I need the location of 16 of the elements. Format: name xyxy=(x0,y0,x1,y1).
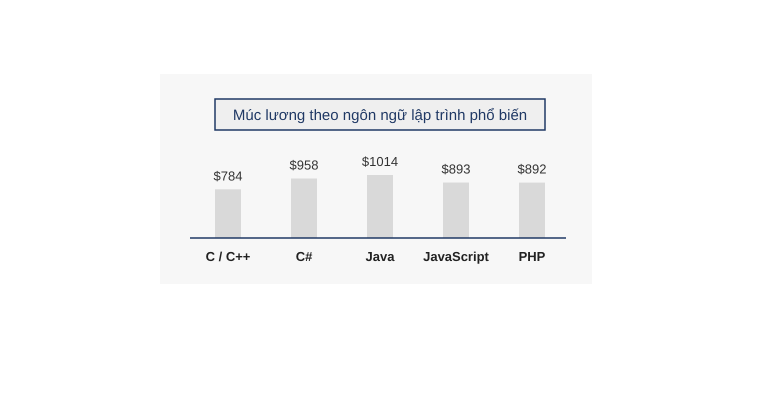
chart-title: Múc lương theo ngôn ngữ lập trình phổ biến xyxy=(232,107,528,124)
x-tick-label: C# xyxy=(296,249,314,264)
bar xyxy=(443,182,469,238)
bar xyxy=(519,182,545,238)
data-label: $893 xyxy=(442,162,470,177)
x-tick-label: JavaScript xyxy=(423,249,490,264)
data-label: $958 xyxy=(290,157,318,172)
x-tick-label: PHP xyxy=(518,249,546,264)
bar xyxy=(291,178,317,238)
data-label: $1014 xyxy=(362,154,398,169)
bar xyxy=(215,189,241,238)
data-label: $784 xyxy=(214,168,242,184)
bar xyxy=(367,175,393,238)
x-tick-label: Java xyxy=(366,249,396,264)
x-tick-label: C / C++ xyxy=(206,249,251,264)
data-label: $892 xyxy=(518,162,546,177)
